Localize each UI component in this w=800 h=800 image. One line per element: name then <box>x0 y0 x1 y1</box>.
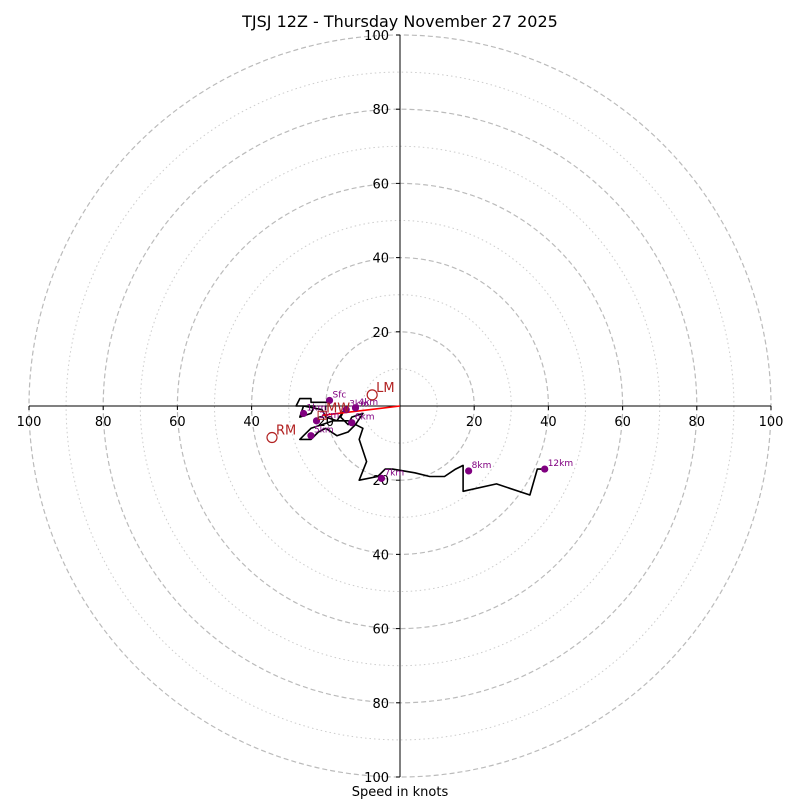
x-tick-label: 100 <box>17 415 42 430</box>
height-label-Sfc: Sfc <box>333 390 347 400</box>
storm-marker-LM <box>366 389 378 401</box>
storm-label-RM: RM <box>276 424 296 439</box>
height-label-12km: 12km <box>548 459 573 469</box>
x-tick-label: 60 <box>614 415 631 430</box>
y-tick-label: 60 <box>372 177 389 192</box>
height-marker-7km <box>377 474 386 482</box>
height-marker-6km <box>348 419 356 427</box>
shear-vector <box>321 405 401 417</box>
x-tick-label: 80 <box>689 415 706 430</box>
storm-label-LM: LM <box>376 381 394 396</box>
y-tick-label: 80 <box>372 103 389 118</box>
height-label-6km: 6km <box>355 413 375 423</box>
x-tick-label: 40 <box>243 415 260 430</box>
height-label-2km: 2km <box>320 411 340 421</box>
height-marker-8km <box>465 467 473 475</box>
x-tick-label: 60 <box>169 415 186 430</box>
x-axis-label: Speed in knots <box>352 785 449 800</box>
height-label-1km: 1km <box>307 403 327 413</box>
storm-marker-RM <box>266 431 278 444</box>
x-tick-label: 80 <box>95 415 112 430</box>
y-tick-label: 40 <box>372 548 389 563</box>
x-tick-label: 100 <box>759 415 784 430</box>
height-marker-12km <box>541 465 549 473</box>
height-marker-Sfc <box>325 396 334 405</box>
x-tick-label: 20 <box>466 415 483 430</box>
height-marker-1km <box>299 409 308 418</box>
chart-title: TJSJ 12Z - Thursday November 27 2025 <box>241 12 558 31</box>
height-label-7km: 7km <box>384 468 404 478</box>
y-tick-label: 100 <box>364 771 389 786</box>
height-label-3km: 3km <box>349 400 369 410</box>
height-marker-4km <box>351 404 360 412</box>
height-label-5km: 5km <box>314 426 334 436</box>
storm-marker-MW <box>317 410 327 420</box>
y-tick-label: 100 <box>364 29 389 44</box>
y-tick-label: 80 <box>372 697 389 712</box>
y-tick-label: 20 <box>372 326 389 341</box>
height-label-4km: 4km <box>358 398 378 408</box>
storm-label-MW: MW <box>326 401 350 416</box>
height-marker-5km <box>307 432 315 440</box>
y-tick-label: 40 <box>372 252 389 267</box>
height-label-8km: 8km <box>472 461 492 471</box>
height-marker-3km <box>342 406 350 414</box>
x-tick-label: 40 <box>540 415 557 430</box>
hodograph-trace <box>295 397 545 496</box>
y-tick-label: 60 <box>372 623 389 638</box>
